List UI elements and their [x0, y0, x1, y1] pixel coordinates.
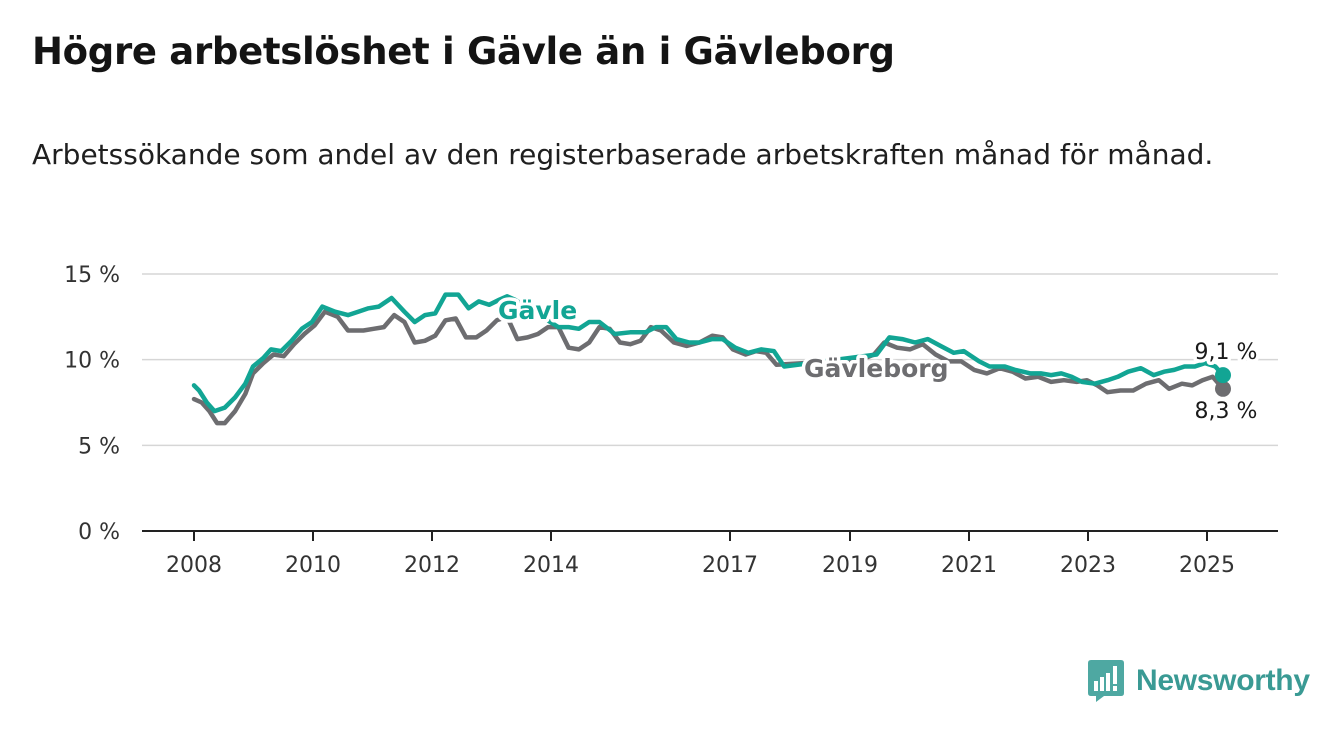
brand-name: Newsworthy	[1136, 664, 1310, 697]
x-axis: 2008 2010 2012 2014 2017 2019 2021 2023 2025	[142, 530, 1278, 578]
x-tick-label: 2019	[822, 553, 878, 578]
x-tick-label: 2014	[523, 553, 579, 578]
series-label-gavle: Gävle	[498, 296, 577, 325]
y-tick-label: 10 %	[64, 349, 120, 374]
x-tick-label: 2017	[702, 553, 758, 578]
x-tick-label: 2021	[941, 553, 997, 578]
series-label-gavleborg-halo: Gävleborg	[804, 354, 949, 383]
end-value-gavle-halo: 9,1 %	[1195, 340, 1258, 365]
end-value-gavleborg: 8,3 %	[1195, 399, 1258, 424]
x-tick-label: 2025	[1179, 553, 1235, 578]
x-tick-label: 2012	[404, 553, 460, 578]
series-label-gavle-halo: Gävle	[498, 296, 577, 325]
y-tick-label: 5 %	[78, 434, 120, 459]
series-lines	[191, 292, 1231, 426]
y-tick-label: 15 %	[64, 263, 120, 288]
chart-subtitle: Arbetssökande som andel av den registerb…	[32, 138, 1214, 171]
x-tick-label: 2023	[1060, 553, 1116, 578]
y-axis-labels: 0 % 5 % 10 % 15 %	[64, 263, 120, 545]
x-tick-label: 2010	[285, 553, 341, 578]
x-tick-label: 2008	[166, 553, 222, 578]
series-label-gavleborg: Gävleborg	[804, 354, 949, 383]
series-line-gavleborg	[191, 309, 1226, 426]
gridlines	[142, 273, 1278, 447]
end-value-gavle: 9,1 %	[1195, 340, 1258, 365]
y-tick-label: 0 %	[78, 520, 120, 545]
series-line-gavle	[191, 292, 1226, 414]
page-title: Högre arbetslöshet i Gävle än i Gävlebor…	[32, 30, 895, 73]
series-end-dot-gavle	[1215, 367, 1231, 384]
brand-logo: Newsworthy	[1088, 660, 1310, 702]
series-end-dot-gavleborg	[1215, 380, 1231, 397]
newsworthy-logo-icon	[1088, 660, 1124, 702]
end-value-gavleborg-halo: 8,3 %	[1195, 399, 1258, 424]
